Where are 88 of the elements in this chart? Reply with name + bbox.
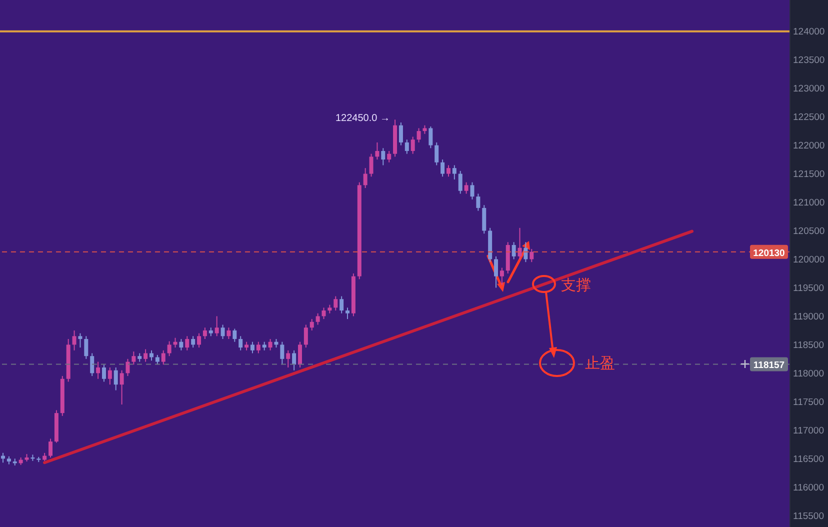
candlestick <box>220 324 225 340</box>
y-tick-label: 118500 <box>793 340 824 352</box>
candlestick <box>214 316 219 337</box>
y-tick-label: 118000 <box>793 368 824 380</box>
candlestick <box>238 336 243 351</box>
candlestick <box>149 350 154 362</box>
candlestick <box>363 168 368 189</box>
candlestick <box>530 248 534 263</box>
candlestick <box>334 296 338 312</box>
candlestick <box>72 330 76 351</box>
candlestick <box>434 142 439 166</box>
candlestick <box>161 350 166 366</box>
candlestick <box>268 338 272 351</box>
candlestick <box>155 354 160 366</box>
candlestick <box>197 332 202 348</box>
candlestick <box>126 358 130 377</box>
y-tick-label: 120500 <box>793 226 825 238</box>
candlestick <box>84 336 88 360</box>
candlestick <box>132 351 136 366</box>
y-tick-label: 122000 <box>793 140 825 152</box>
candlestick <box>102 364 106 382</box>
candlestick <box>369 153 374 178</box>
candlestick <box>375 142 380 160</box>
candlestick <box>446 164 450 178</box>
candlestick <box>494 256 498 288</box>
y-tick-label: 123000 <box>793 84 825 95</box>
y-tick-label: 116000 <box>793 482 824 494</box>
candlestick <box>316 312 320 326</box>
candlestick <box>286 350 290 368</box>
candlestick <box>167 340 172 357</box>
candlestick <box>387 150 392 163</box>
candlestick <box>500 267 504 286</box>
candlestick <box>440 159 445 178</box>
candlestick <box>518 227 522 260</box>
candlestick <box>404 139 409 154</box>
candlestick <box>322 307 326 320</box>
y-tick-label: 117000 <box>793 426 824 437</box>
candlestick <box>428 126 433 149</box>
candlestick <box>226 327 231 340</box>
annotation: 止盈 <box>585 355 615 372</box>
candlestick <box>191 336 196 348</box>
ref-line-label: 118157 <box>753 360 785 372</box>
candlestick <box>48 438 53 458</box>
candlestick <box>78 332 82 348</box>
y-tick-label: 124000 <box>793 26 825 38</box>
y-tick-label: 115500 <box>793 510 824 522</box>
candlestick <box>292 350 296 371</box>
candlestick <box>96 361 100 380</box>
candlestick <box>144 348 148 362</box>
candlestick <box>346 307 350 320</box>
candlestick <box>464 182 468 194</box>
candlestick <box>458 170 462 194</box>
candlestick <box>114 366 118 391</box>
candlestick <box>108 366 112 386</box>
candlestick <box>280 341 284 366</box>
candlestick <box>256 341 260 354</box>
candlestick <box>340 296 344 314</box>
candlestick <box>482 204 486 234</box>
candlestick <box>398 122 403 146</box>
candlestick <box>416 128 421 143</box>
y-tick-label: 120000 <box>793 254 825 266</box>
y-tick-label: 123500 <box>793 55 825 66</box>
candlestick <box>512 242 516 260</box>
candlestick <box>232 328 237 342</box>
y-tick-label: 121500 <box>793 169 825 180</box>
candlestick <box>250 341 254 354</box>
candlestick <box>310 318 314 331</box>
candlestick <box>452 164 456 180</box>
candlestick <box>470 182 474 200</box>
candlestick <box>120 370 124 406</box>
annotation: 122450.0 → <box>336 113 390 124</box>
candlestick <box>185 336 190 351</box>
y-tick-label: 116500 <box>793 454 824 466</box>
y-tick-label: 117500 <box>793 397 824 408</box>
y-tick-label: 119000 <box>793 312 824 323</box>
y-tick-label: 121000 <box>793 198 825 209</box>
candlestick <box>298 341 302 368</box>
candlestick <box>90 352 94 377</box>
candlestick <box>304 324 308 348</box>
y-tick-label: 122500 <box>793 112 825 124</box>
candlestick <box>202 327 207 340</box>
ref-line-label: 120130 <box>753 248 785 259</box>
candlestick <box>476 193 480 212</box>
candlestick <box>410 136 415 154</box>
y-tick-label: 119500 <box>793 283 824 294</box>
annotation: 支撑 <box>561 277 591 294</box>
candlestick <box>179 338 184 351</box>
candlestick <box>381 148 386 166</box>
